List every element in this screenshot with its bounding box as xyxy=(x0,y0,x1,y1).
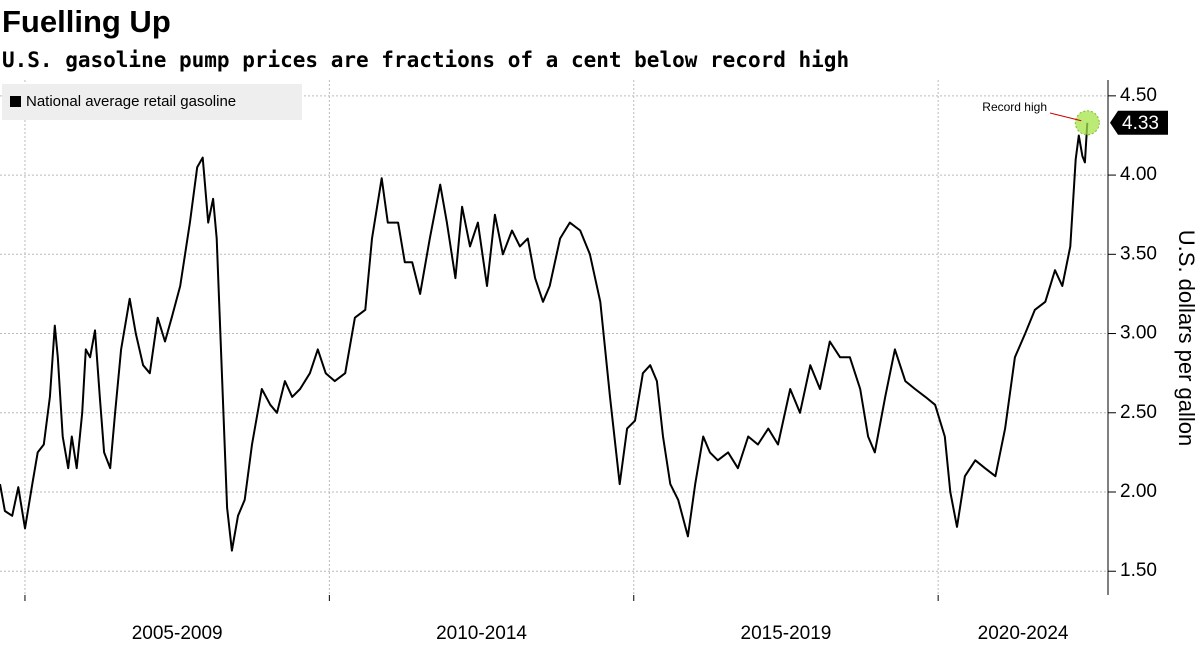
legend-label: National average retail gasoline xyxy=(26,93,236,110)
last-value-text: 4.33 xyxy=(1122,113,1159,134)
x-period-label: 2010-2014 xyxy=(436,623,527,644)
y-tick-label: 2.50 xyxy=(1120,402,1157,423)
last-value-label: 4.33 xyxy=(1110,110,1168,135)
legend-swatch xyxy=(10,96,21,107)
legend-box xyxy=(2,84,302,120)
annotation-arrow xyxy=(1049,112,1082,122)
chart-title: Fuelling Up xyxy=(2,4,171,39)
last-value-box xyxy=(1110,110,1168,135)
x-period-label: 2020-2024 xyxy=(978,623,1069,644)
record-highlight xyxy=(1074,110,1100,136)
y-tick-label: 4.50 xyxy=(1120,85,1157,106)
y-tick-label: 4.00 xyxy=(1120,164,1157,185)
price-line xyxy=(0,122,1089,552)
y-tick-label: 2.00 xyxy=(1120,481,1157,502)
y-tick-label: 3.00 xyxy=(1120,323,1157,344)
chart-subtitle: U.S. gasoline pump prices are fractions … xyxy=(2,48,849,72)
x-period-label: 2005-2009 xyxy=(132,623,223,644)
x-period-label: 2015-2019 xyxy=(741,623,832,644)
y-tick-label: 3.50 xyxy=(1120,243,1157,264)
y-tick-label: 1.50 xyxy=(1120,560,1157,581)
y-axis-label: U.S. dollars per gallon xyxy=(1174,230,1199,446)
annotation: Record high xyxy=(982,100,1047,114)
